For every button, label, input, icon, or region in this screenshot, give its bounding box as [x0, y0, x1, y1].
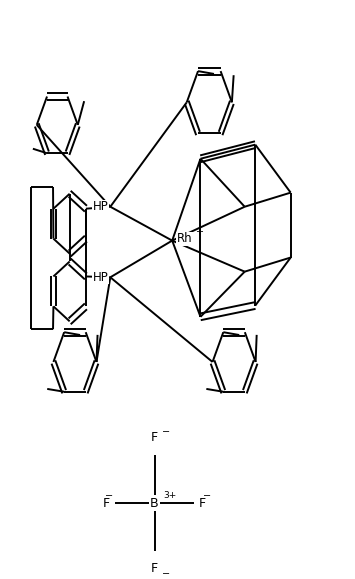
Text: 3+: 3+ [163, 491, 176, 500]
Text: −: − [162, 569, 170, 579]
Text: −: − [203, 492, 211, 501]
Text: −: − [162, 427, 170, 437]
Text: HP: HP [93, 271, 109, 284]
Text: F: F [151, 431, 158, 444]
Text: B: B [150, 497, 159, 510]
Text: Rh: Rh [176, 232, 192, 245]
Text: F: F [199, 497, 206, 510]
Text: HP: HP [93, 200, 109, 213]
Text: F: F [103, 497, 110, 510]
Text: −: − [105, 492, 113, 501]
Text: +: + [195, 227, 203, 237]
Text: F: F [151, 562, 158, 576]
